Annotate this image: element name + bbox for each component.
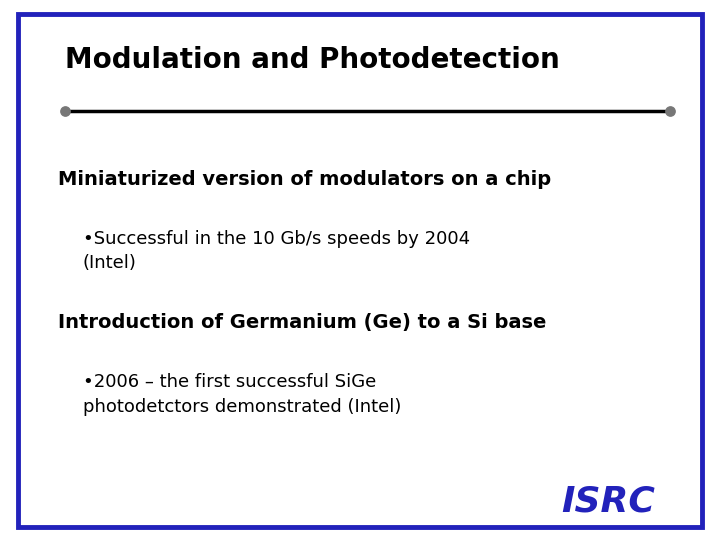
Text: ISRC: ISRC [562, 484, 655, 518]
Text: Introduction of Germanium (Ge) to a Si base: Introduction of Germanium (Ge) to a Si b… [58, 313, 546, 332]
FancyBboxPatch shape [18, 14, 702, 526]
Point [664, 106, 675, 115]
Text: •2006 – the first successful SiGe
photodetctors demonstrated (Intel): •2006 – the first successful SiGe photod… [83, 373, 401, 416]
Text: Miniaturized version of modulators on a chip: Miniaturized version of modulators on a … [58, 170, 551, 189]
Text: Modulation and Photodetection: Modulation and Photodetection [65, 46, 559, 74]
Point [59, 106, 71, 115]
Text: •Successful in the 10 Gb/s speeds by 2004
(Intel): •Successful in the 10 Gb/s speeds by 200… [83, 230, 470, 273]
